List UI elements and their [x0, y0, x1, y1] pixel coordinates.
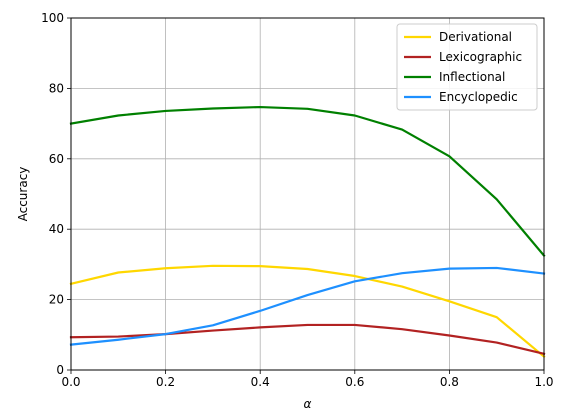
x-tick-label: 0.2 — [156, 375, 175, 389]
legend: Derivational Lexicographic Inflectional Enc… — [396, 23, 538, 111]
legend-label: Encyclopedic — [439, 90, 518, 104]
x-tick-label: 0.0 — [61, 375, 80, 389]
x-axis-label: α — [304, 397, 312, 411]
y-axis-ticks: 0 20 40 60 80 100 — [41, 11, 71, 377]
legend-label: Inflectional — [439, 70, 505, 84]
legend-box — [396, 23, 538, 111]
y-tick-label: 60 — [49, 152, 64, 166]
legend-label: Lexicographic — [439, 50, 522, 64]
x-axis-ticks: 0.0 0.2 0.4 0.6 0.8 1.0 — [61, 370, 554, 389]
y-tick-label: 0 — [56, 363, 64, 377]
y-tick-label: 20 — [49, 293, 64, 307]
series-line-lexicographic — [69, 323, 546, 356]
y-tick-label: 100 — [41, 11, 64, 25]
series-line-inflectional — [69, 105, 546, 258]
legend-label: Derivational — [439, 30, 512, 44]
series-lines — [69, 105, 546, 359]
x-tick-label: 0.6 — [345, 375, 364, 389]
y-axis-label: Accuracy — [16, 167, 30, 222]
x-tick-label: 1.0 — [534, 375, 553, 389]
x-tick-label: 0.4 — [251, 375, 270, 389]
plot-frame — [70, 17, 545, 371]
y-tick-label: 40 — [49, 222, 64, 236]
series-line-derivational — [69, 264, 546, 359]
x-tick-label: 0.8 — [440, 375, 459, 389]
series-line-encyclopedic — [69, 266, 546, 346]
y-tick-label: 80 — [49, 81, 64, 95]
